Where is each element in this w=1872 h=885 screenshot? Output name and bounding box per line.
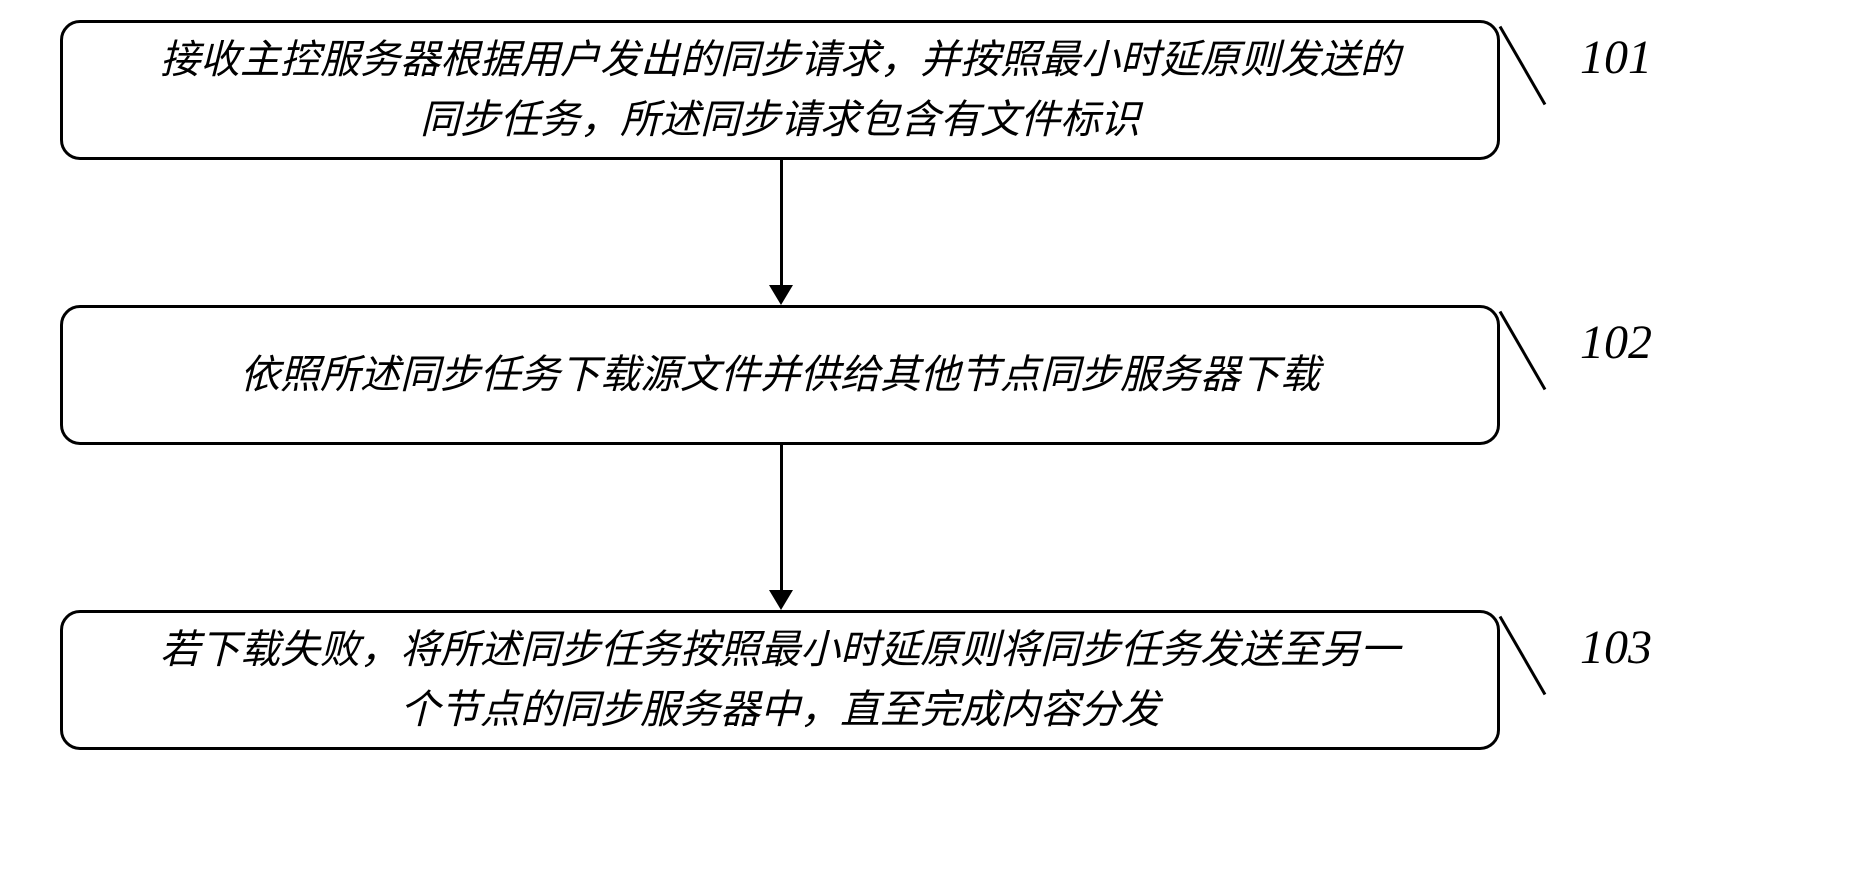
label-line-103: [1499, 616, 1547, 695]
flow-box-102: 依照所述同步任务下载源文件并供给其他节点同步服务器下载: [60, 305, 1500, 445]
flow-box-103: 若下载失败，将所述同步任务按照最小时延原则将同步任务发送至另一 个节点的同步服务…: [60, 610, 1500, 750]
arrow-line-2: [780, 445, 783, 590]
flow-box-102-line1: 依照所述同步任务下载源文件并供给其他节点同步服务器下载: [240, 352, 1320, 397]
arrow-head-1: [769, 285, 793, 305]
flow-box-103-line1: 若下载失败，将所述同步任务按照最小时延原则将同步任务发送至另一: [160, 627, 1400, 672]
flowchart-container: 接收主控服务器根据用户发出的同步请求，并按照最小时延原则发送的 同步任务，所述同…: [0, 0, 1872, 885]
flow-box-103-text: 若下载失败，将所述同步任务按照最小时延原则将同步任务发送至另一 个节点的同步服务…: [160, 620, 1400, 740]
flow-box-101-text: 接收主控服务器根据用户发出的同步请求，并按照最小时延原则发送的 同步任务，所述同…: [160, 30, 1400, 150]
flow-box-101-line1: 接收主控服务器根据用户发出的同步请求，并按照最小时延原则发送的: [160, 37, 1400, 82]
step-label-102: 102: [1580, 315, 1652, 370]
label-line-102: [1499, 311, 1547, 390]
step-label-103: 103: [1580, 620, 1652, 675]
arrow-line-1: [780, 160, 783, 285]
flow-box-103-line2: 个节点的同步服务器中，直至完成内容分发: [400, 687, 1160, 732]
step-label-101: 101: [1580, 30, 1652, 85]
flow-box-101-line2: 同步任务，所述同步请求包含有文件标识: [420, 97, 1140, 142]
flow-box-101: 接收主控服务器根据用户发出的同步请求，并按照最小时延原则发送的 同步任务，所述同…: [60, 20, 1500, 160]
label-line-101: [1499, 26, 1547, 105]
arrow-head-2: [769, 590, 793, 610]
flow-box-102-text: 依照所述同步任务下载源文件并供给其他节点同步服务器下载: [240, 345, 1320, 405]
